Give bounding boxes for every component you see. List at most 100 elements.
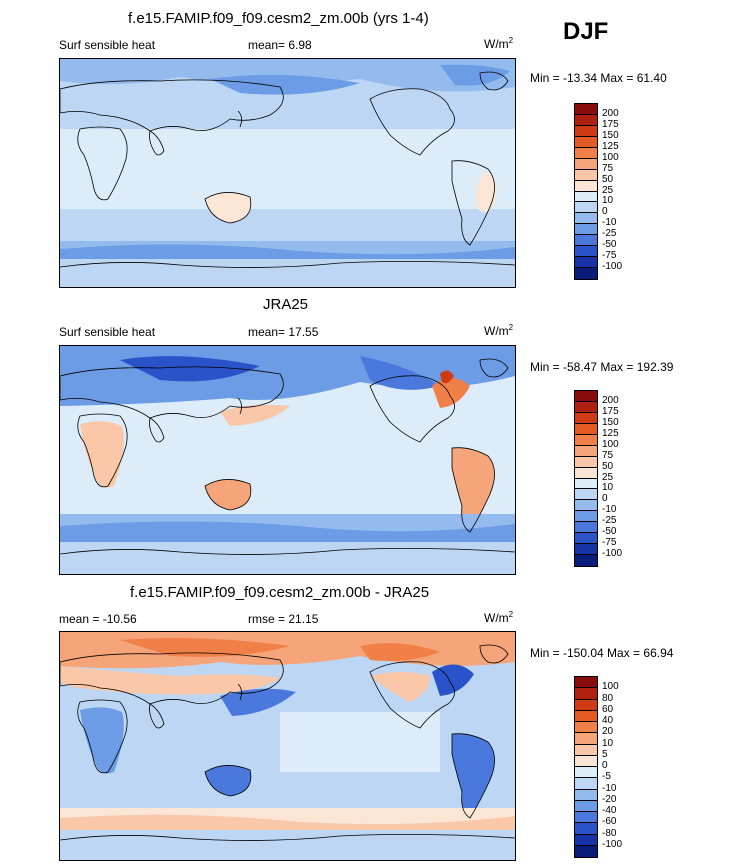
colorbar-tick-label: 75 — [602, 449, 614, 461]
colorbar-tick-label: 0 — [602, 493, 608, 505]
panel1-variable-label: Surf sensible heat — [59, 38, 156, 52]
colorbar-tick-label: -25 — [602, 228, 617, 240]
colorbar-swatch — [575, 767, 597, 779]
colorbar-tick-label: -50 — [602, 526, 617, 538]
panel1-minmax: Min = -13.34 Max = 61.40 — [530, 71, 667, 85]
colorbar-swatch — [575, 213, 597, 225]
colorbar-swatch — [575, 533, 597, 545]
colorbar-swatch — [575, 180, 597, 192]
panel3-rmse-label: rmse = 21.15 — [248, 612, 319, 626]
colorbar-tick-label: -40 — [602, 805, 617, 816]
panel3-units: W/m2 — [484, 610, 514, 625]
colorbar-swatch — [575, 722, 597, 734]
colorbar-tick-label: 80 — [602, 692, 614, 704]
colorbar-tick-label: -50 — [602, 239, 617, 251]
colorbar-swatch — [575, 235, 597, 247]
colorbar-swatch — [575, 147, 597, 159]
colorbar-tick-label: 100 — [602, 438, 619, 450]
colorbar-tick-label: 60 — [602, 703, 614, 715]
panel1-map — [59, 58, 516, 288]
colorbar-tick-label: -100 — [602, 838, 623, 850]
colorbar-swatch — [575, 800, 597, 812]
panel2-title: JRA25 — [263, 296, 309, 313]
colorbar-tick-label: 10 — [602, 737, 614, 749]
colorbar-swatch — [575, 500, 597, 512]
colorbar-swatch — [575, 834, 597, 846]
colorbar-swatch — [575, 412, 597, 424]
colorbar-swatch — [575, 224, 597, 236]
colorbar-swatch — [575, 246, 597, 258]
colorbar-swatch — [575, 257, 597, 269]
colorbar-tick-label: 100 — [602, 151, 619, 163]
colorbar-swatch — [575, 136, 597, 148]
colorbar-swatch — [575, 823, 597, 835]
panel2-colorbar — [574, 390, 598, 567]
colorbar-swatch — [575, 456, 597, 468]
colorbar-swatch — [575, 114, 597, 126]
colorbar-swatch — [575, 169, 597, 181]
colorbar-swatch — [575, 789, 597, 801]
colorbar-swatch — [575, 391, 597, 402]
colorbar-tick-label: -100 — [602, 261, 623, 273]
colorbar-swatch — [575, 812, 597, 824]
colorbar-tick-label: 125 — [602, 140, 619, 152]
panel3-map — [59, 631, 516, 861]
panel2-map — [59, 345, 516, 575]
colorbar-tick-label: -100 — [602, 548, 623, 560]
colorbar-tick-label: 5 — [602, 748, 608, 760]
panel2-mean-label: mean= 17.55 — [248, 325, 319, 339]
colorbar-swatch — [575, 268, 597, 279]
colorbar-tick-label: -25 — [602, 515, 617, 527]
colorbar-swatch — [575, 511, 597, 523]
panel2-units: W/m2 — [484, 323, 514, 338]
colorbar-tick-label: -10 — [602, 504, 617, 516]
colorbar-tick-label: 25 — [602, 471, 614, 483]
colorbar-swatch — [575, 445, 597, 457]
colorbar-swatch — [575, 733, 597, 745]
panel3-title: f.e15.FAMIP.f09_f09.cesm2_zm.00b - JRA25 — [130, 584, 430, 601]
colorbar-swatch — [575, 401, 597, 413]
colorbar-tick-label: 175 — [602, 118, 619, 130]
colorbar-tick-label: 200 — [602, 394, 619, 406]
colorbar-tick-label: -75 — [602, 250, 617, 262]
panel1-title: f.e15.FAMIP.f09_f09.cesm2_zm.00b (yrs 1-… — [128, 10, 429, 27]
colorbar-tick-label: 200 — [602, 107, 619, 119]
colorbar-swatch — [575, 555, 597, 566]
colorbar-swatch — [575, 423, 597, 435]
colorbar-swatch — [575, 467, 597, 479]
colorbar-swatch — [575, 778, 597, 790]
colorbar-tick-label: -80 — [602, 827, 617, 839]
colorbar-swatch — [575, 744, 597, 756]
colorbar-tick-label: 175 — [602, 405, 619, 417]
colorbar-swatch — [575, 522, 597, 534]
colorbar-swatch — [575, 202, 597, 214]
colorbar-tick-label: 25 — [602, 184, 614, 196]
colorbar-swatch — [575, 191, 597, 203]
colorbar-tick-label: -10 — [602, 217, 617, 229]
panel3-minmax: Min = -150.04 Max = 66.94 — [530, 646, 674, 660]
colorbar-tick-label: 10 — [602, 195, 614, 207]
panel3-mean-label: mean = -10.56 — [59, 612, 137, 626]
panel2-variable-label: Surf sensible heat — [59, 325, 156, 339]
colorbar-tick-label: 150 — [602, 129, 619, 141]
panel3-colorbar — [574, 676, 598, 858]
colorbar-swatch — [575, 677, 597, 689]
colorbar-tick-label: 0 — [602, 760, 608, 771]
colorbar-swatch — [575, 158, 597, 170]
panel1-mean-label: mean= 6.98 — [248, 38, 312, 52]
colorbar-swatch — [575, 434, 597, 446]
colorbar-tick-label: -5 — [602, 771, 611, 783]
colorbar-tick-label: -20 — [602, 793, 617, 805]
colorbar-swatch — [575, 688, 597, 700]
colorbar-swatch — [575, 125, 597, 137]
season-label: DJF — [563, 18, 609, 45]
colorbar-tick-label: 0 — [602, 206, 608, 218]
colorbar-swatch — [575, 544, 597, 556]
colorbar-tick-label: -75 — [602, 537, 617, 549]
colorbar-tick-label: 40 — [602, 715, 614, 726]
colorbar-swatch — [575, 710, 597, 722]
colorbar-tick-label: 125 — [602, 427, 619, 439]
colorbar-tick-label: 50 — [602, 173, 614, 185]
colorbar-swatch — [575, 845, 597, 857]
colorbar-tick-label: 100 — [602, 681, 619, 693]
